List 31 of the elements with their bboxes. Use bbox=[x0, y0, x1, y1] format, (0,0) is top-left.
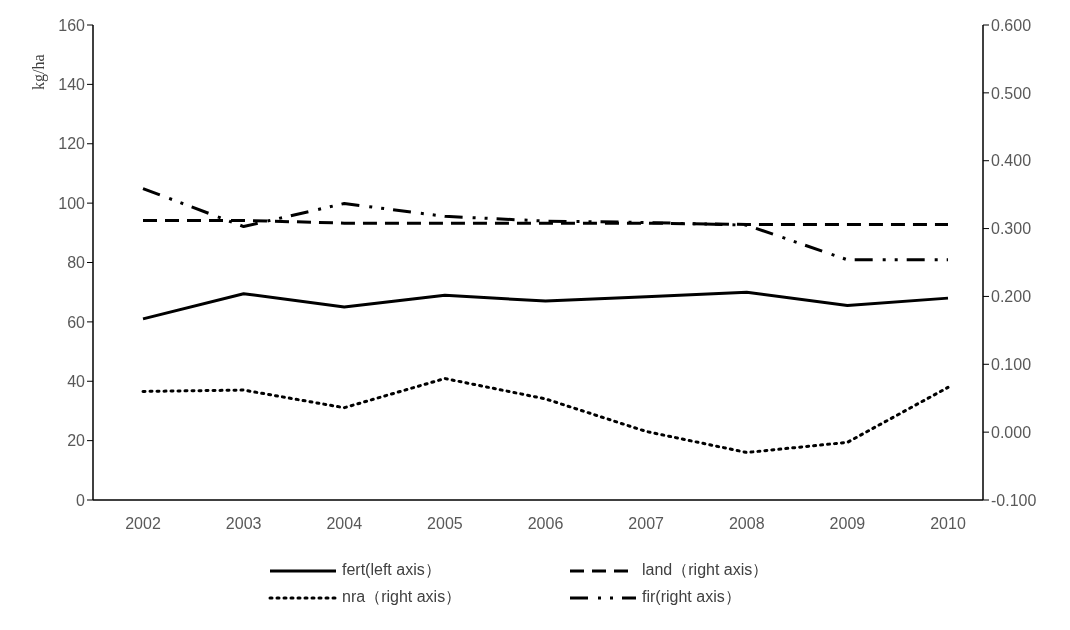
y2-tick-label: 0.300 bbox=[991, 220, 1032, 238]
legend-label: nra（right axis） bbox=[342, 587, 462, 607]
x-tick-label: 2004 bbox=[326, 515, 363, 533]
y-tick-label: 60 bbox=[67, 313, 86, 331]
y2-tick-label: 0.000 bbox=[991, 423, 1032, 441]
y-tick-label: 20 bbox=[67, 432, 86, 450]
y-tick-label: 120 bbox=[58, 135, 86, 153]
y-tick-label: 80 bbox=[67, 254, 86, 272]
legend-label: fert(left axis） bbox=[342, 560, 441, 580]
y-tick-label: 100 bbox=[58, 194, 86, 212]
y2-tick-label: 0.200 bbox=[991, 288, 1032, 306]
y2-tick-label: 0.400 bbox=[991, 152, 1032, 170]
y-tick-label: 140 bbox=[58, 76, 86, 94]
x-tick-label: 2008 bbox=[728, 515, 765, 533]
y2-tick-label: 0.600 bbox=[991, 16, 1032, 34]
x-tick-label: 2010 bbox=[930, 515, 966, 533]
x-tick-label: 2009 bbox=[829, 515, 866, 533]
x-tick-label: 2003 bbox=[225, 515, 262, 533]
legend-label: fir(right axis） bbox=[642, 587, 741, 607]
y2-tick-label: 0.500 bbox=[991, 84, 1032, 102]
y2-tick-label: -0.100 bbox=[991, 491, 1037, 509]
x-tick-label: 2006 bbox=[527, 515, 564, 533]
y-tick-label: 40 bbox=[67, 372, 86, 390]
x-tick-label: 2002 bbox=[125, 515, 161, 533]
y2-tick-label: 0.100 bbox=[991, 355, 1032, 373]
y-axis-title: kg/ha bbox=[30, 54, 49, 90]
y-tick-label: 160 bbox=[58, 16, 86, 34]
x-tick-label: 2007 bbox=[628, 515, 665, 533]
x-tick-label: 2005 bbox=[427, 515, 463, 533]
legend-label: land（right axis） bbox=[642, 560, 769, 580]
y-tick-label: 0 bbox=[76, 491, 86, 509]
